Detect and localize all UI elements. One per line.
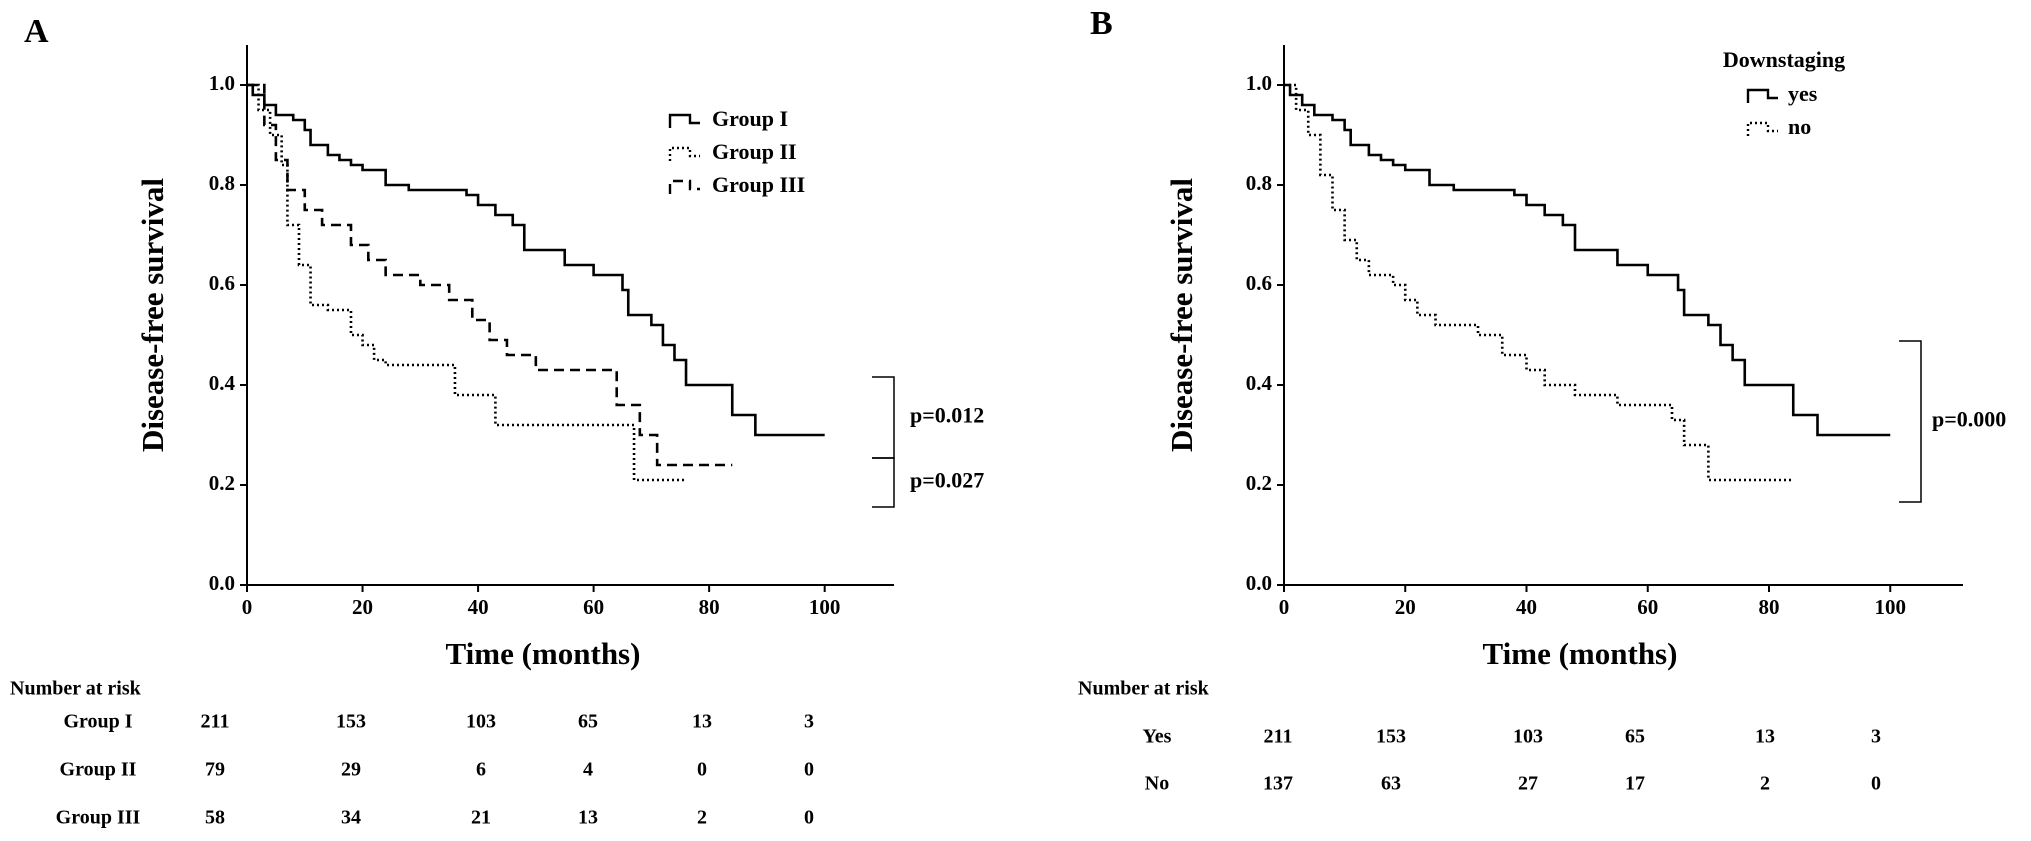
legend-label: Group I xyxy=(712,106,788,131)
panel-label: B xyxy=(1090,5,1113,42)
risk-count: 6 xyxy=(476,759,486,781)
y-tick-label: 0.4 xyxy=(1246,371,1273,395)
risk-count: 65 xyxy=(1625,726,1645,748)
risk-count: 17 xyxy=(1625,773,1645,795)
legend-swatch xyxy=(668,179,700,194)
legend-title: Downstaging xyxy=(1723,47,1845,72)
survival-curve xyxy=(1284,83,1891,437)
y-axis-title: Disease-free survival xyxy=(135,178,170,452)
risk-count: 0 xyxy=(697,759,707,781)
risk-count: 21 xyxy=(471,807,491,829)
legend-swatch xyxy=(668,113,700,128)
risk-count: 34 xyxy=(341,807,361,829)
x-tick-label: 60 xyxy=(583,595,604,619)
y-tick-label: 0.6 xyxy=(1246,271,1272,295)
p-value: p=0.012 xyxy=(910,403,984,428)
bracket xyxy=(872,457,895,508)
y-tick-label: 0.0 xyxy=(209,571,235,595)
risk-count: 58 xyxy=(205,807,225,829)
risk-count: 137 xyxy=(1263,773,1293,795)
x-tick-label: 60 xyxy=(1637,595,1658,619)
survival-curve xyxy=(1284,83,1794,482)
y-tick-label: 1.0 xyxy=(209,71,235,95)
risk-count: 63 xyxy=(1381,773,1401,795)
risk-row-name: Group II xyxy=(60,759,137,781)
risk-count: 4 xyxy=(583,759,593,781)
risk-count: 3 xyxy=(804,711,814,733)
legend-swatch xyxy=(668,146,700,161)
risk-count: 27 xyxy=(1518,773,1538,795)
risk-count: 29 xyxy=(341,759,361,781)
x-axis-title: Time (months) xyxy=(1483,636,1678,671)
y-tick-label: 0.6 xyxy=(209,271,235,295)
risk-count: 103 xyxy=(1513,726,1543,748)
y-axis-title: Disease-free survival xyxy=(1164,178,1199,452)
risk-count: 0 xyxy=(1871,773,1881,795)
p-value: p=0.027 xyxy=(910,468,984,493)
risk-count: 13 xyxy=(1755,726,1775,748)
y-tick-label: 0.2 xyxy=(1246,471,1272,495)
panel-label: A xyxy=(24,13,49,50)
legend-swatch xyxy=(1746,88,1778,103)
survival-curve xyxy=(247,83,733,467)
risk-row-name: No xyxy=(1145,773,1169,795)
risk-row-name: Group I xyxy=(63,711,132,733)
risk-count: 0 xyxy=(804,807,814,829)
risk-count: 13 xyxy=(578,807,598,829)
risk-row-name: Yes xyxy=(1143,726,1172,748)
risk-count: 79 xyxy=(205,759,225,781)
risk-count: 153 xyxy=(336,711,366,733)
y-tick-label: 0.4 xyxy=(209,371,236,395)
risk-count: 3 xyxy=(1871,726,1881,748)
risk-count: 0 xyxy=(804,759,814,781)
x-tick-label: 100 xyxy=(1875,595,1907,619)
risk-row-name: Group III xyxy=(56,807,141,829)
risk-count: 13 xyxy=(692,711,712,733)
legend-label: yes xyxy=(1788,81,1818,106)
x-tick-label: 0 xyxy=(1279,595,1290,619)
risk-table-title: Number at risk xyxy=(10,678,142,700)
y-tick-label: 0.8 xyxy=(1246,171,1272,195)
x-tick-label: 0 xyxy=(242,595,253,619)
x-tick-label: 80 xyxy=(1759,595,1780,619)
x-axis-title: Time (months) xyxy=(446,636,641,671)
risk-count: 153 xyxy=(1376,726,1406,748)
bracket xyxy=(1899,340,1922,503)
legend-label: no xyxy=(1788,114,1811,139)
p-value: p=0.000 xyxy=(1932,407,2006,432)
legend-label: Group II xyxy=(712,139,797,164)
y-tick-label: 0.2 xyxy=(209,471,235,495)
x-tick-label: 80 xyxy=(699,595,720,619)
y-tick-label: 0.8 xyxy=(209,171,235,195)
y-tick-label: 0.0 xyxy=(1246,571,1272,595)
risk-count: 2 xyxy=(1760,773,1770,795)
y-tick-label: 1.0 xyxy=(1246,71,1272,95)
x-tick-label: 40 xyxy=(1516,595,1537,619)
x-tick-label: 20 xyxy=(1395,595,1416,619)
legend-label: Group III xyxy=(712,172,805,197)
x-tick-label: 100 xyxy=(809,595,841,619)
risk-count: 2 xyxy=(697,807,707,829)
risk-count: 211 xyxy=(1264,726,1293,748)
risk-table-title: Number at risk xyxy=(1078,678,1210,700)
bracket xyxy=(872,376,895,459)
risk-count: 211 xyxy=(201,711,230,733)
risk-count: 103 xyxy=(466,711,496,733)
legend-swatch xyxy=(1746,121,1778,136)
x-tick-label: 20 xyxy=(352,595,373,619)
x-tick-label: 40 xyxy=(468,595,489,619)
risk-count: 65 xyxy=(578,711,598,733)
survival-curve xyxy=(247,83,825,437)
